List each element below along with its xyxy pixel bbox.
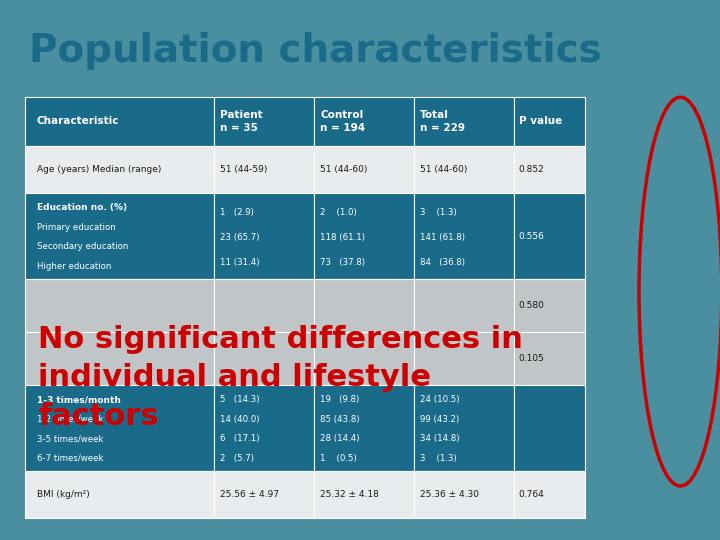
- Text: 84   (36.8): 84 (36.8): [420, 258, 465, 267]
- Text: Characteristic: Characteristic: [37, 117, 119, 126]
- Text: 28 (14.4): 28 (14.4): [320, 434, 359, 443]
- Bar: [514, 279, 585, 332]
- Text: 85 (43.8): 85 (43.8): [320, 415, 359, 424]
- Bar: [314, 279, 414, 332]
- Text: 0.105: 0.105: [518, 354, 544, 363]
- Bar: [214, 471, 314, 518]
- Bar: [25, 146, 214, 193]
- Text: Age (years) Median (range): Age (years) Median (range): [37, 165, 161, 174]
- Text: 3    (1.3): 3 (1.3): [420, 454, 457, 463]
- Bar: [214, 146, 314, 193]
- Bar: [414, 97, 514, 146]
- Text: Control
n = 194: Control n = 194: [320, 110, 365, 133]
- Text: 25.32 ± 4.18: 25.32 ± 4.18: [320, 490, 379, 500]
- Text: 19   (9.8): 19 (9.8): [320, 395, 359, 404]
- Bar: [514, 193, 585, 279]
- Text: 23 (65.7): 23 (65.7): [220, 233, 259, 242]
- Text: 73   (37.8): 73 (37.8): [320, 258, 365, 267]
- Bar: [514, 332, 585, 385]
- Text: 3    (1.3): 3 (1.3): [420, 207, 457, 217]
- Bar: [25, 471, 214, 518]
- Text: 51 (44-60): 51 (44-60): [420, 165, 467, 174]
- Bar: [214, 193, 314, 279]
- Text: 0.556: 0.556: [518, 232, 544, 241]
- Text: BMI (kg/m²): BMI (kg/m²): [37, 490, 89, 500]
- Text: 0.852: 0.852: [518, 165, 544, 174]
- Text: No significant differences in
individual and lifestyle
factors: No significant differences in individual…: [38, 325, 523, 431]
- Text: 118 (61.1): 118 (61.1): [320, 233, 365, 242]
- Bar: [314, 97, 414, 146]
- Bar: [414, 471, 514, 518]
- Bar: [414, 279, 514, 332]
- Bar: [314, 471, 414, 518]
- Text: 1-3 times/month: 1-3 times/month: [37, 395, 120, 404]
- Bar: [414, 146, 514, 193]
- Text: 1-2 times/week: 1-2 times/week: [37, 415, 103, 424]
- Text: Higher education: Higher education: [37, 262, 111, 271]
- Bar: [514, 97, 585, 146]
- Text: 34 (14.8): 34 (14.8): [420, 434, 460, 443]
- Text: 25.36 ± 4.30: 25.36 ± 4.30: [420, 490, 480, 500]
- Bar: [25, 97, 214, 146]
- Text: 11 (31.4): 11 (31.4): [220, 258, 259, 267]
- Bar: [25, 279, 214, 332]
- Bar: [314, 385, 414, 471]
- Bar: [214, 332, 314, 385]
- Text: 1   (2.9): 1 (2.9): [220, 207, 253, 217]
- Text: P value: P value: [518, 117, 562, 126]
- Text: 2    (1.0): 2 (1.0): [320, 207, 357, 217]
- Text: 1    (0.5): 1 (0.5): [320, 454, 357, 463]
- Bar: [414, 332, 514, 385]
- Bar: [214, 385, 314, 471]
- Bar: [25, 193, 214, 279]
- Text: 6   (17.1): 6 (17.1): [220, 434, 259, 443]
- Bar: [414, 385, 514, 471]
- Bar: [25, 385, 214, 471]
- Bar: [314, 193, 414, 279]
- Text: Secondary education: Secondary education: [37, 242, 128, 252]
- Text: 51 (44-59): 51 (44-59): [220, 165, 267, 174]
- Text: 99 (43.2): 99 (43.2): [420, 415, 459, 424]
- Text: 51 (44-60): 51 (44-60): [320, 165, 367, 174]
- Bar: [25, 332, 214, 385]
- Text: 24 (10.5): 24 (10.5): [420, 395, 460, 404]
- Text: Population characteristics: Population characteristics: [29, 32, 601, 70]
- Text: Patient
n = 35: Patient n = 35: [220, 110, 263, 133]
- Text: Total
n = 229: Total n = 229: [420, 110, 465, 133]
- Bar: [514, 471, 585, 518]
- Text: Education no. (%): Education no. (%): [37, 203, 127, 212]
- Text: 0.580: 0.580: [518, 301, 544, 310]
- Bar: [414, 193, 514, 279]
- Text: 5   (14.3): 5 (14.3): [220, 395, 259, 404]
- Bar: [514, 146, 585, 193]
- Text: 25.56 ± 4.97: 25.56 ± 4.97: [220, 490, 279, 500]
- Bar: [214, 279, 314, 332]
- Bar: [314, 146, 414, 193]
- Text: Primary education: Primary education: [37, 223, 115, 232]
- Bar: [314, 332, 414, 385]
- Text: 2   (5.7): 2 (5.7): [220, 454, 254, 463]
- Text: 141 (61.8): 141 (61.8): [420, 233, 465, 242]
- Text: 14 (40.0): 14 (40.0): [220, 415, 259, 424]
- Text: 3-5 times/week: 3-5 times/week: [37, 434, 103, 443]
- Bar: [214, 97, 314, 146]
- Text: 6-7 times/week: 6-7 times/week: [37, 454, 103, 463]
- Bar: [514, 385, 585, 471]
- Text: 0.764: 0.764: [518, 490, 544, 500]
